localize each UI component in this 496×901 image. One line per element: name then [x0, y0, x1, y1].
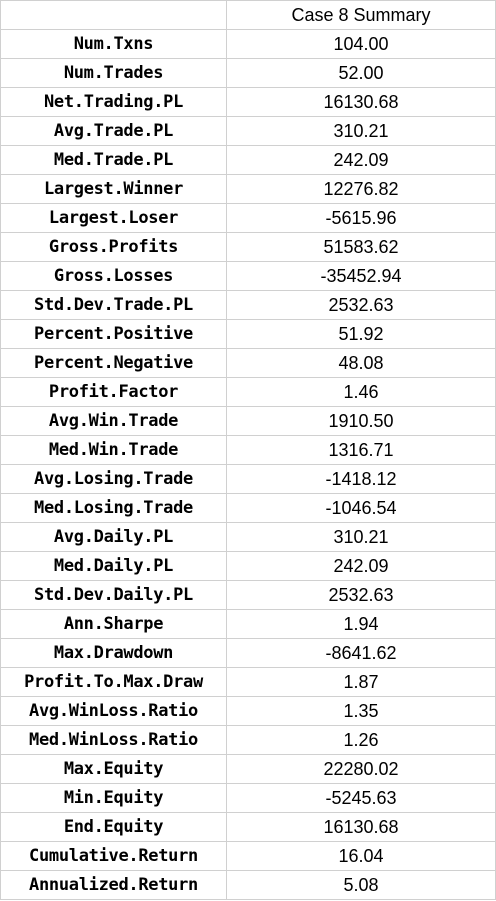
row-value[interactable]: 310.21 — [226, 522, 496, 552]
row-value[interactable]: -1418.12 — [226, 464, 496, 494]
row-value[interactable]: 310.21 — [226, 116, 496, 146]
row-value[interactable]: -5245.63 — [226, 783, 496, 813]
corner-cell[interactable] — [0, 0, 227, 30]
column-header[interactable]: Case 8 Summary — [226, 0, 496, 30]
table-row: Max.Equity 22280.02 — [0, 754, 496, 784]
row-label[interactable]: Std.Dev.Trade.PL — [0, 290, 227, 320]
table-row: Avg.Trade.PL 310.21 — [0, 116, 496, 146]
row-label[interactable]: Med.Trade.PL — [0, 145, 227, 175]
row-value[interactable]: 51583.62 — [226, 232, 496, 262]
table-row: Cumulative.Return 16.04 — [0, 841, 496, 871]
table-row: Std.Dev.Daily.PL 2532.63 — [0, 580, 496, 610]
table-row: Annualized.Return 5.08 — [0, 870, 496, 900]
row-value[interactable]: 1.46 — [226, 377, 496, 407]
table-row: Med.Daily.PL 242.09 — [0, 551, 496, 581]
table-row: Profit.Factor 1.46 — [0, 377, 496, 407]
row-label[interactable]: Num.Trades — [0, 58, 227, 88]
table-row: Largest.Winner 12276.82 — [0, 174, 496, 204]
table-row: Gross.Profits 51583.62 — [0, 232, 496, 262]
row-value[interactable]: -35452.94 — [226, 261, 496, 291]
row-value[interactable]: 16130.68 — [226, 812, 496, 842]
row-value[interactable]: 1.94 — [226, 609, 496, 639]
row-value[interactable]: 104.00 — [226, 29, 496, 59]
row-label[interactable]: Profit.Factor — [0, 377, 227, 407]
row-value[interactable]: 1.35 — [226, 696, 496, 726]
row-value[interactable]: 2532.63 — [226, 290, 496, 320]
row-label[interactable]: Min.Equity — [0, 783, 227, 813]
row-label[interactable]: Gross.Profits — [0, 232, 227, 262]
table-row: Max.Drawdown -8641.62 — [0, 638, 496, 668]
table-row: Avg.Win.Trade 1910.50 — [0, 406, 496, 436]
table-row: Largest.Loser -5615.96 — [0, 203, 496, 233]
table-row: Percent.Positive 51.92 — [0, 319, 496, 349]
row-label[interactable]: Largest.Loser — [0, 203, 227, 233]
row-label[interactable]: Avg.Losing.Trade — [0, 464, 227, 494]
table-row: Min.Equity -5245.63 — [0, 783, 496, 813]
row-label[interactable]: Largest.Winner — [0, 174, 227, 204]
row-label[interactable]: Avg.WinLoss.Ratio — [0, 696, 227, 726]
row-value[interactable]: -1046.54 — [226, 493, 496, 523]
table-row: Med.Win.Trade 1316.71 — [0, 435, 496, 465]
row-label[interactable]: Cumulative.Return — [0, 841, 227, 871]
row-value[interactable]: 12276.82 — [226, 174, 496, 204]
row-value[interactable]: 5.08 — [226, 870, 496, 900]
table-row: Ann.Sharpe 1.94 — [0, 609, 496, 639]
row-label[interactable]: Percent.Positive — [0, 319, 227, 349]
table-row: Num.Trades 52.00 — [0, 58, 496, 88]
row-value[interactable]: 16.04 — [226, 841, 496, 871]
row-label[interactable]: Gross.Losses — [0, 261, 227, 291]
row-label[interactable]: Avg.Trade.PL — [0, 116, 227, 146]
table-row: Med.Losing.Trade -1046.54 — [0, 493, 496, 523]
row-label[interactable]: Num.Txns — [0, 29, 227, 59]
row-label[interactable]: Max.Equity — [0, 754, 227, 784]
row-label[interactable]: Med.Losing.Trade — [0, 493, 227, 523]
row-label[interactable]: Net.Trading.PL — [0, 87, 227, 117]
table-row: Gross.Losses -35452.94 — [0, 261, 496, 291]
table-row: Med.Trade.PL 242.09 — [0, 145, 496, 175]
row-label[interactable]: End.Equity — [0, 812, 227, 842]
table-row: Profit.To.Max.Draw 1.87 — [0, 667, 496, 697]
row-label[interactable]: Profit.To.Max.Draw — [0, 667, 227, 697]
row-label[interactable]: Std.Dev.Daily.PL — [0, 580, 227, 610]
row-value[interactable]: 51.92 — [226, 319, 496, 349]
row-label[interactable]: Med.WinLoss.Ratio — [0, 725, 227, 755]
row-value[interactable]: 1.26 — [226, 725, 496, 755]
row-value[interactable]: 22280.02 — [226, 754, 496, 784]
table-row: Avg.WinLoss.Ratio 1.35 — [0, 696, 496, 726]
table-row: Avg.Losing.Trade -1418.12 — [0, 464, 496, 494]
row-label[interactable]: Med.Daily.PL — [0, 551, 227, 581]
row-label[interactable]: Max.Drawdown — [0, 638, 227, 668]
table-row: Avg.Daily.PL 310.21 — [0, 522, 496, 552]
row-value[interactable]: 242.09 — [226, 145, 496, 175]
table-row: Med.WinLoss.Ratio 1.26 — [0, 725, 496, 755]
table-row: Net.Trading.PL 16130.68 — [0, 87, 496, 117]
header-row: Case 8 Summary — [0, 0, 496, 30]
row-value[interactable]: 1.87 — [226, 667, 496, 697]
row-value[interactable]: 52.00 — [226, 58, 496, 88]
row-label[interactable]: Ann.Sharpe — [0, 609, 227, 639]
row-label[interactable]: Avg.Daily.PL — [0, 522, 227, 552]
row-label[interactable]: Avg.Win.Trade — [0, 406, 227, 436]
table-row: End.Equity 16130.68 — [0, 812, 496, 842]
row-label[interactable]: Annualized.Return — [0, 870, 227, 900]
row-label[interactable]: Med.Win.Trade — [0, 435, 227, 465]
row-value[interactable]: 16130.68 — [226, 87, 496, 117]
row-value[interactable]: 1910.50 — [226, 406, 496, 436]
row-label[interactable]: Percent.Negative — [0, 348, 227, 378]
row-value[interactable]: 2532.63 — [226, 580, 496, 610]
row-value[interactable]: 1316.71 — [226, 435, 496, 465]
table-row: Num.Txns 104.00 — [0, 29, 496, 59]
row-value[interactable]: 48.08 — [226, 348, 496, 378]
table-row: Percent.Negative 48.08 — [0, 348, 496, 378]
row-value[interactable]: -5615.96 — [226, 203, 496, 233]
row-value[interactable]: -8641.62 — [226, 638, 496, 668]
row-value[interactable]: 242.09 — [226, 551, 496, 581]
table-row: Std.Dev.Trade.PL 2532.63 — [0, 290, 496, 320]
